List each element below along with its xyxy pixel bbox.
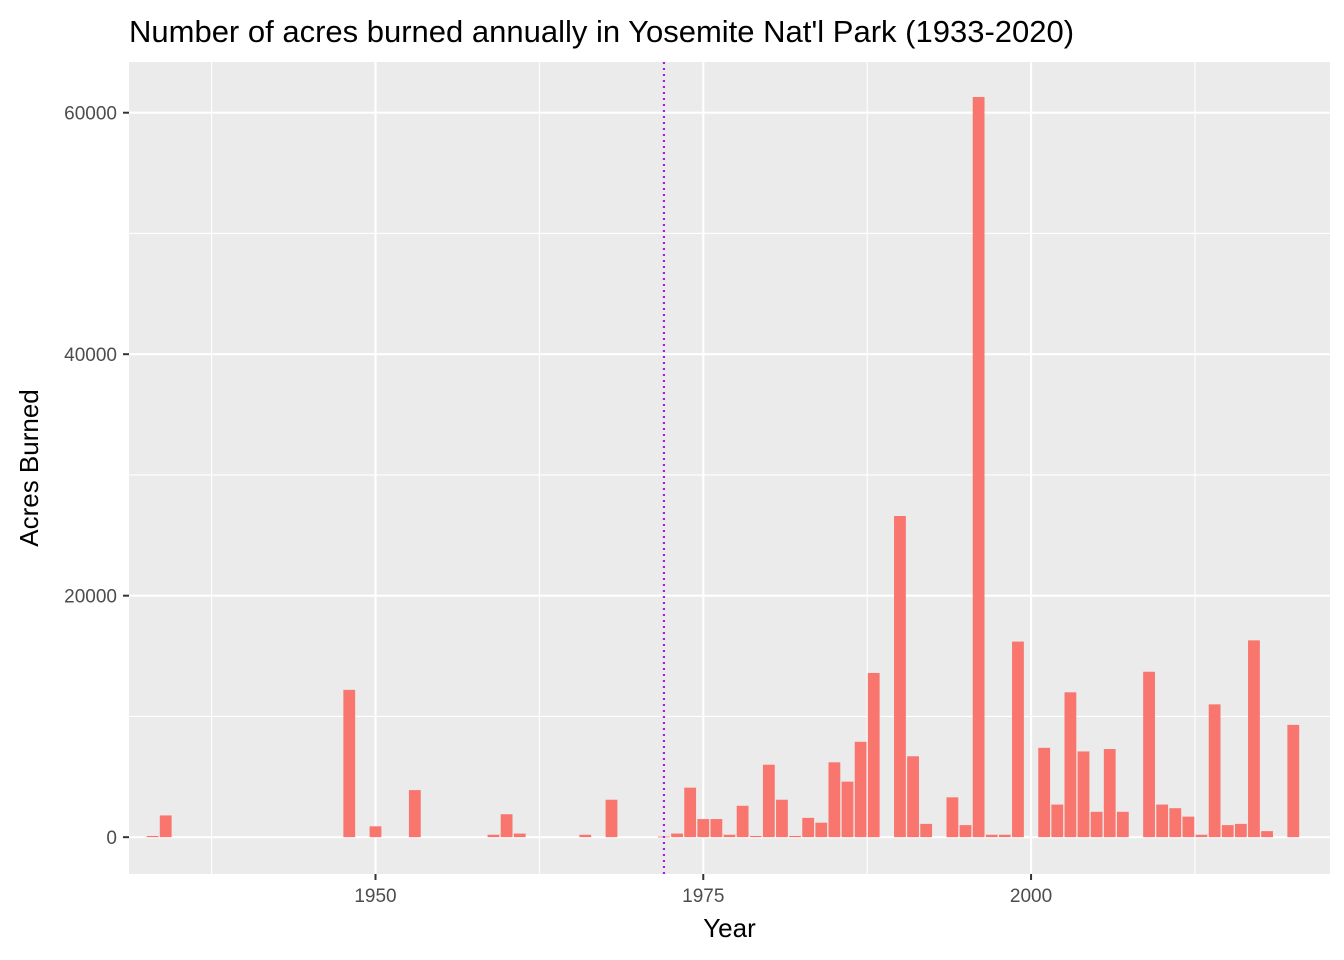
bar bbox=[894, 515, 906, 838]
bars bbox=[146, 97, 1300, 838]
x-tick-label: 1950 bbox=[354, 886, 396, 907]
y-tick-label: 0 bbox=[106, 828, 117, 849]
bar bbox=[710, 819, 723, 838]
bar bbox=[1195, 834, 1208, 838]
bar bbox=[605, 799, 618, 838]
y-axis-title: Acres Burned bbox=[14, 389, 44, 547]
y-axis: 0 20000 40000 60000 bbox=[64, 104, 129, 849]
bar bbox=[1156, 804, 1169, 838]
y-tick-label: 40000 bbox=[64, 345, 117, 366]
y-tick-label: 20000 bbox=[64, 587, 117, 608]
bar bbox=[1103, 749, 1116, 838]
bar bbox=[815, 822, 828, 838]
bar bbox=[946, 797, 959, 838]
bar bbox=[408, 790, 421, 838]
x-axis: 1950 1975 2000 bbox=[354, 874, 1052, 907]
bar bbox=[1090, 811, 1103, 838]
bar bbox=[789, 835, 801, 838]
bar bbox=[1221, 825, 1234, 838]
bar bbox=[1261, 831, 1273, 838]
bar bbox=[723, 834, 736, 838]
bar bbox=[972, 97, 985, 838]
bar bbox=[1208, 704, 1221, 838]
bar bbox=[146, 835, 159, 838]
x-tick-label: 1975 bbox=[682, 886, 724, 907]
bar bbox=[1234, 823, 1247, 838]
bar bbox=[998, 834, 1011, 838]
bar bbox=[776, 799, 788, 838]
bar bbox=[369, 826, 382, 838]
plot-panel bbox=[129, 62, 1330, 874]
bar bbox=[1077, 751, 1090, 838]
bar bbox=[854, 741, 867, 838]
bar bbox=[500, 814, 513, 838]
y-tick-label: 60000 bbox=[64, 104, 117, 125]
bar bbox=[1248, 640, 1260, 838]
bar bbox=[985, 834, 998, 838]
bar bbox=[1038, 747, 1051, 838]
bar bbox=[749, 835, 762, 838]
bar bbox=[828, 762, 841, 838]
bar bbox=[684, 787, 697, 838]
bar bbox=[697, 819, 710, 838]
bar bbox=[762, 764, 775, 838]
bar bbox=[920, 823, 933, 838]
x-axis-title: Year bbox=[703, 913, 756, 943]
bar bbox=[1287, 724, 1300, 838]
bar bbox=[1064, 692, 1077, 838]
bar bbox=[959, 825, 972, 838]
bar bbox=[1143, 671, 1155, 838]
bar bbox=[671, 833, 683, 838]
bar bbox=[159, 815, 172, 838]
bar bbox=[802, 817, 815, 838]
bar bbox=[343, 689, 356, 838]
bar bbox=[487, 834, 500, 838]
bar bbox=[907, 756, 919, 838]
bar bbox=[867, 672, 880, 838]
bar bbox=[1169, 808, 1182, 838]
bar bbox=[1182, 816, 1195, 838]
chart-title: Number of acres burned annually in Yosem… bbox=[129, 14, 1074, 49]
bar bbox=[1116, 811, 1129, 838]
bar bbox=[1051, 804, 1064, 838]
x-tick-label: 2000 bbox=[1010, 886, 1052, 907]
bar bbox=[736, 805, 749, 838]
bar bbox=[513, 833, 526, 838]
bar bbox=[579, 834, 592, 838]
bar bbox=[841, 781, 854, 838]
bar bbox=[1012, 641, 1024, 838]
grid-minor bbox=[129, 62, 1330, 874]
